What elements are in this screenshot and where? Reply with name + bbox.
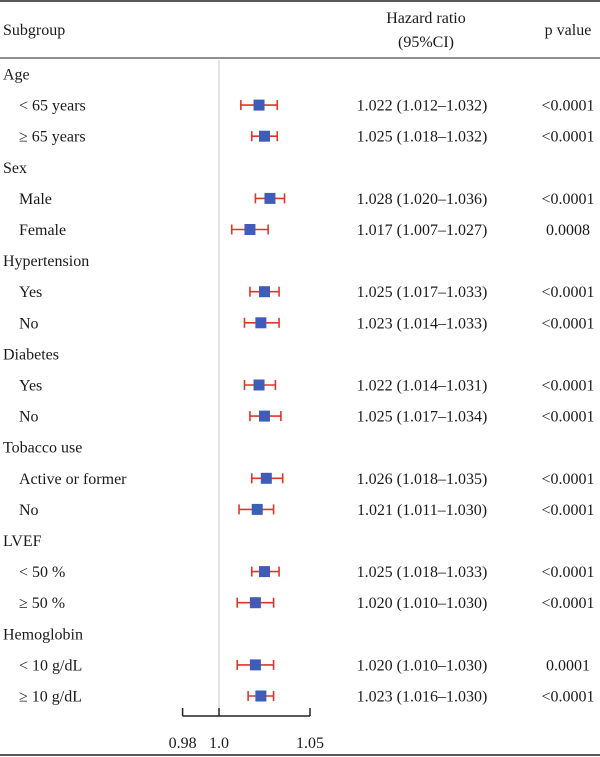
subgroup-label: Yes — [19, 378, 42, 395]
p-value-text: <0.0001 — [541, 595, 594, 612]
hazard-ratio-point — [249, 597, 261, 609]
hazard-ratio-text: 1.026 (1.018–1.035) — [357, 471, 488, 488]
hazard-ratio-text: 1.025 (1.017–1.034) — [357, 409, 488, 426]
hazard-ratio-text: 1.017 (1.007–1.027) — [357, 222, 488, 239]
hazard-ratio-point — [260, 472, 272, 484]
hazard-ratio-point — [259, 566, 270, 578]
hazard-ratio-point — [264, 192, 276, 204]
group-label: Sex — [3, 160, 27, 177]
subgroup-label: Male — [19, 191, 52, 208]
subgroup-label: < 10 g/dL — [19, 657, 82, 674]
hazard-ratio-text: 1.028 (1.020–1.036) — [357, 191, 488, 208]
group-label: Hemoglobin — [3, 626, 83, 643]
group-label: Tobacco use — [3, 440, 82, 457]
hazard-ratio-text: 1.021 (1.011–1.030) — [357, 502, 487, 519]
hazard-ratio-point — [259, 130, 270, 142]
subgroup-label: ≥ 65 years — [19, 129, 86, 146]
p-value-text: <0.0001 — [541, 409, 594, 426]
p-value-text: <0.0001 — [541, 98, 594, 115]
hazard-ratio-point — [251, 503, 263, 515]
p-value-text: <0.0001 — [541, 564, 594, 581]
hazard-ratio-text: 1.022 (1.012–1.032) — [357, 98, 488, 115]
hazard-ratio-text: 1.020 (1.010–1.030) — [357, 595, 488, 612]
axis-tick-label: 1.0 — [209, 735, 229, 752]
rows-group: Age < 65 years 1.022 (1.012–1.032) <0.0001 ≥… — [3, 67, 595, 706]
hazard-ratio-text: 1.025 (1.017–1.033) — [357, 284, 488, 301]
header-subgroup: Subgroup — [3, 22, 65, 39]
subgroup-label: No — [19, 315, 39, 332]
subgroup-label: < 50 % — [19, 564, 65, 581]
hazard-ratio-point — [255, 317, 267, 329]
p-value-text: <0.0001 — [541, 471, 594, 488]
p-value-text: <0.0001 — [541, 378, 594, 395]
subgroup-label: ≥ 10 g/dL — [19, 689, 82, 706]
hazard-ratio-point — [253, 99, 265, 111]
p-value-text: <0.0001 — [541, 689, 594, 706]
header-hazard-ratio: Hazard ratio — [386, 10, 466, 27]
axis-tick-label: 1.05 — [296, 735, 324, 752]
p-value-text: <0.0001 — [541, 129, 594, 146]
hazard-ratio-point — [255, 690, 267, 702]
hazard-ratio-point — [259, 286, 270, 298]
group-label: Diabetes — [3, 346, 59, 363]
p-value-text: <0.0001 — [541, 284, 594, 301]
subgroup-label: No — [19, 409, 39, 426]
group-label: LVEF — [3, 533, 42, 550]
axis-tick-label: 0.98 — [169, 735, 197, 752]
hazard-ratio-text: 1.023 (1.016–1.030) — [357, 689, 488, 706]
header-p-value: p value — [545, 22, 592, 39]
group-label: Hypertension — [3, 253, 89, 270]
header-ci: (95%CI) — [398, 34, 454, 51]
hazard-ratio-text: 1.025 (1.018–1.032) — [357, 129, 488, 146]
hazard-ratio-point — [249, 659, 261, 671]
x-axis: 0.98 1.0 1.05 — [169, 708, 324, 752]
subgroup-label: Active or former — [19, 471, 127, 488]
hazard-ratio-point — [244, 224, 256, 235]
hazard-ratio-text: 1.022 (1.014–1.031) — [357, 378, 488, 395]
subgroup-label: No — [19, 502, 39, 519]
subgroup-label: Yes — [19, 284, 42, 301]
p-value-text: <0.0001 — [541, 315, 594, 332]
p-value-text: 0.0008 — [546, 222, 590, 239]
hazard-ratio-point — [259, 410, 270, 422]
subgroup-label: Female — [19, 222, 66, 239]
subgroup-label: ≥ 50 % — [19, 595, 65, 612]
hazard-ratio-text: 1.020 (1.010–1.030) — [357, 657, 488, 674]
p-value-text: 0.0001 — [546, 657, 590, 674]
hazard-ratio-point — [253, 379, 265, 391]
p-value-text: <0.0001 — [541, 502, 594, 519]
hazard-ratio-text: 1.025 (1.018–1.033) — [357, 564, 488, 581]
hazard-ratio-text: 1.023 (1.014–1.033) — [357, 315, 488, 332]
group-label: Age — [3, 67, 30, 84]
subgroup-label: < 65 years — [19, 98, 86, 115]
p-value-text: <0.0001 — [541, 191, 594, 208]
